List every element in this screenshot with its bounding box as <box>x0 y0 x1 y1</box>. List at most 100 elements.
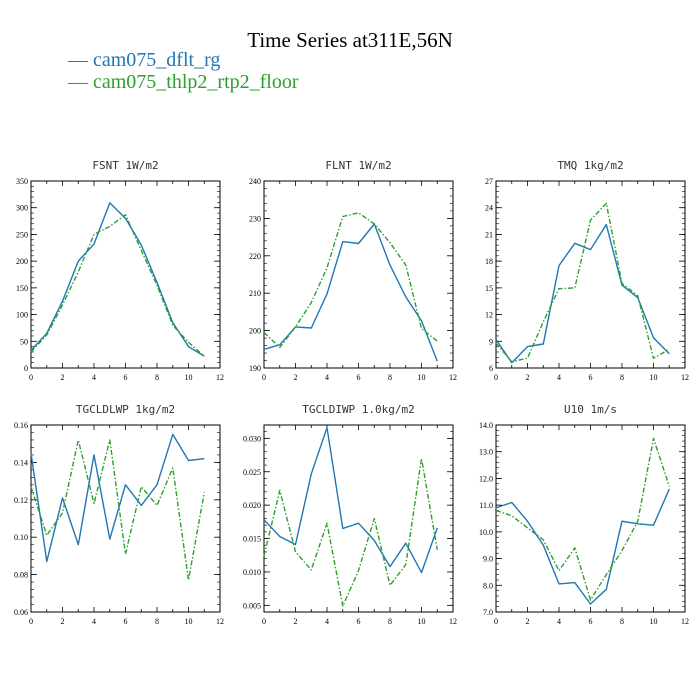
x-tick-label: 12 <box>681 373 689 382</box>
x-tick-label: 0 <box>29 617 33 626</box>
y-tick-label: 220 <box>249 252 261 261</box>
panel-title: U10 1m/s <box>564 403 617 416</box>
x-tick-label: 4 <box>92 373 96 382</box>
y-tick-label: 350 <box>16 177 28 186</box>
legend-line-thlp2: — <box>68 71 88 93</box>
panel-3: TGCLDLWP 1kg/m2 0 2 4 6 8 10 12 0.06 0.08 0.10 0.12… <box>14 403 224 626</box>
plot-frame <box>263 424 454 613</box>
y-tick-label: 9 <box>489 337 493 346</box>
x-tick-label: 0 <box>29 373 33 382</box>
x-tick-label: 2 <box>61 617 65 626</box>
x-tick-label: 6 <box>589 617 593 626</box>
x-tick-label: 6 <box>589 373 593 382</box>
y-tick-label: 8.0 <box>483 581 493 590</box>
panel-1: FLNT 1W/m2 0 2 4 6 8 10 12 190 200 210 220 230 240 <box>249 159 457 382</box>
y-tick-label: 12.0 <box>479 474 493 483</box>
x-tick-label: 10 <box>650 373 658 382</box>
y-tick-label: 50 <box>20 337 28 346</box>
series-line-1 <box>30 439 205 581</box>
y-tick-label: 10.0 <box>479 528 493 537</box>
y-tick-label: 0.12 <box>14 496 28 505</box>
y-tick-label: 15 <box>485 284 493 293</box>
y-tick-label: 11.0 <box>479 501 493 510</box>
x-tick-label: 0 <box>494 373 498 382</box>
y-tick-label: 0.16 <box>14 421 28 430</box>
y-tick-label: 200 <box>249 327 261 336</box>
y-tick-label: 18 <box>485 257 493 266</box>
y-tick-label: 230 <box>249 214 261 223</box>
y-tick-label: 13.0 <box>479 448 493 457</box>
x-tick-label: 10 <box>185 373 193 382</box>
x-tick-label: 8 <box>388 617 392 626</box>
y-tick-label: 100 <box>16 311 28 320</box>
y-tick-label: 0.10 <box>14 533 28 542</box>
y-tick-label: 24 <box>485 204 493 213</box>
y-tick-label: 0.005 <box>243 601 261 610</box>
y-tick-label: 0.015 <box>243 535 261 544</box>
legend-label-dflt: cam075_dflt_rg <box>93 49 221 71</box>
y-tick-label: 0.08 <box>14 571 28 580</box>
y-tick-label: 0.025 <box>243 468 261 477</box>
x-tick-label: 4 <box>557 373 561 382</box>
y-tick-label: 200 <box>16 257 28 266</box>
series-line-1 <box>263 212 438 349</box>
x-tick-label: 8 <box>620 373 624 382</box>
panel-0: FSNT 1W/m2 0 2 4 6 8 10 12 0 50 100 150 200 250 300 350 <box>16 159 224 382</box>
y-tick-label: 250 <box>16 230 28 239</box>
y-tick-label: 27 <box>485 177 493 186</box>
legend-label-thlp2: cam075_thlp2_rtp2_floor <box>93 71 299 93</box>
y-tick-label: 0.020 <box>243 501 261 510</box>
figure-title: Time Series at311E,56N <box>247 28 453 52</box>
panel-title: FSNT 1W/m2 <box>92 159 158 172</box>
x-tick-label: 6 <box>124 617 128 626</box>
legend-line-dflt: — <box>68 49 88 71</box>
panel-title: TMQ 1kg/m2 <box>557 159 623 172</box>
series-line-1 <box>263 457 438 607</box>
x-tick-label: 6 <box>357 617 361 626</box>
x-tick-label: 12 <box>681 617 689 626</box>
series-line-0 <box>495 223 670 364</box>
x-tick-label: 10 <box>650 617 658 626</box>
series-line-1 <box>30 213 205 357</box>
x-tick-label: 12 <box>449 373 457 382</box>
x-tick-label: 8 <box>155 617 159 626</box>
y-tick-label: 0.030 <box>243 434 261 443</box>
y-tick-label: 12 <box>485 311 493 320</box>
plot-frame <box>30 424 221 613</box>
panel-title: TGCLDIWP 1.0kg/m2 <box>302 403 415 416</box>
x-tick-label: 4 <box>325 373 329 382</box>
y-tick-label: 9.0 <box>483 555 493 564</box>
x-tick-label: 10 <box>418 373 426 382</box>
x-tick-label: 10 <box>418 617 426 626</box>
y-tick-label: 0 <box>24 364 28 373</box>
x-tick-label: 0 <box>262 373 266 382</box>
series-line-0 <box>263 427 438 574</box>
x-tick-label: 12 <box>216 373 224 382</box>
panel-5: U10 1m/s 0 2 4 6 8 10 12 7.0 8.0 9.0 10.0 11.0 12.0 13… <box>479 403 689 626</box>
series-line-1 <box>495 202 670 363</box>
y-tick-label: 190 <box>249 364 261 373</box>
x-tick-label: 4 <box>92 617 96 626</box>
x-tick-label: 10 <box>185 617 193 626</box>
y-tick-label: 240 <box>249 177 261 186</box>
x-tick-label: 4 <box>557 617 561 626</box>
y-tick-label: 150 <box>16 284 28 293</box>
series-line-0 <box>30 202 205 357</box>
plot-frame <box>263 180 454 369</box>
x-tick-label: 2 <box>526 373 530 382</box>
series-line-1 <box>495 437 670 601</box>
x-tick-label: 6 <box>357 373 361 382</box>
series-line-0 <box>495 488 670 605</box>
legend-entry-thlp2: — cam075_thlp2_rtp2_floor <box>68 71 299 94</box>
series-line-0 <box>30 433 205 563</box>
x-tick-label: 8 <box>155 373 159 382</box>
legend-entry-dflt: — cam075_dflt_rg <box>68 49 220 72</box>
plot-frame <box>30 180 221 369</box>
panel-title: TGCLDLWP 1kg/m2 <box>76 403 175 416</box>
y-tick-label: 14.0 <box>479 421 493 430</box>
x-tick-label: 12 <box>449 617 457 626</box>
x-tick-label: 6 <box>124 373 128 382</box>
x-tick-label: 2 <box>61 373 65 382</box>
